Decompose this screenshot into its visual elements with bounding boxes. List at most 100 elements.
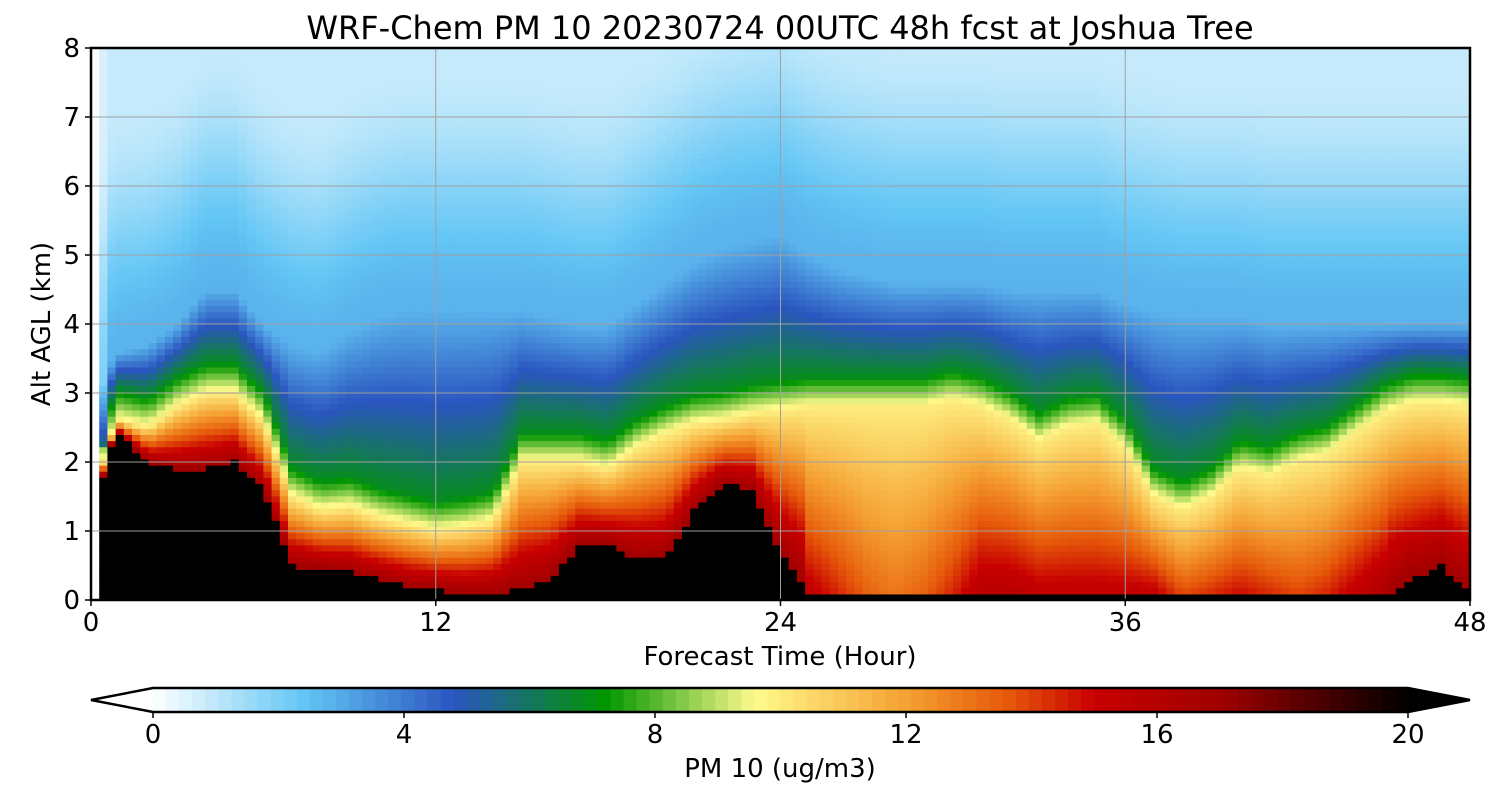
heatmap-cell [509, 256, 519, 264]
heatmap-cell [288, 514, 297, 521]
heatmap-cell [222, 299, 232, 307]
heatmap-cell [99, 348, 109, 356]
heatmap-cell [386, 213, 396, 221]
heatmap-cell [427, 403, 437, 411]
heatmap-cell [173, 250, 182, 258]
heatmap-cell [460, 593, 470, 600]
heatmap-cell [312, 557, 322, 564]
heatmap-cell [246, 207, 256, 215]
heatmap-cell [197, 256, 207, 264]
heatmap-cell [214, 109, 223, 117]
heatmap-cell [173, 471, 182, 478]
heatmap-cell [345, 373, 355, 380]
heatmap-cell [378, 428, 388, 435]
heatmap-cell [304, 170, 314, 178]
heatmap-cell [435, 195, 445, 202]
heatmap-cell [91, 152, 100, 159]
heatmap-cell [402, 477, 412, 485]
heatmap-cell [132, 360, 141, 368]
heatmap-cell [214, 299, 223, 307]
heatmap-cell [148, 256, 158, 264]
heatmap-cell [386, 299, 396, 307]
heatmap-cell [468, 109, 478, 117]
heatmap-cell [411, 115, 420, 123]
heatmap-cell [542, 311, 552, 319]
heatmap-cell [411, 66, 420, 74]
heatmap-cell [91, 60, 100, 67]
heatmap-cell [345, 471, 355, 478]
heatmap-cell [411, 581, 420, 589]
heatmap-cell [296, 274, 306, 282]
heatmap-cell [255, 526, 264, 534]
heatmap-cell [230, 366, 240, 374]
heatmap-cell [485, 140, 494, 147]
heatmap-cell [246, 508, 256, 515]
heatmap-cell [534, 550, 544, 558]
heatmap-cell [329, 403, 338, 411]
heatmap-cell [156, 176, 166, 184]
heatmap-cell [156, 440, 166, 448]
heatmap-cell [181, 403, 191, 411]
heatmap-cell [263, 416, 273, 423]
heatmap-cell [468, 514, 478, 521]
heatmap-cell [148, 440, 158, 448]
heatmap-cell [164, 593, 174, 600]
heatmap-cell [476, 250, 486, 258]
heatmap-cell [361, 232, 371, 239]
heatmap-cell [526, 109, 535, 117]
heatmap-cell [205, 360, 215, 368]
heatmap-cell [386, 133, 396, 141]
heatmap-cell [214, 501, 223, 509]
chart-title: WRF-Chem PM 10 20230724 00UTC 48h fcst a… [306, 9, 1253, 47]
heatmap-cell [370, 90, 379, 98]
heatmap-cell [181, 232, 191, 239]
heatmap-cell [148, 360, 158, 368]
heatmap-cell [246, 348, 256, 356]
heatmap-cell [501, 581, 511, 589]
heatmap-cell [320, 78, 330, 86]
heatmap-cell [255, 465, 264, 472]
heatmap-cell [411, 342, 420, 350]
heatmap-cell [534, 514, 544, 521]
heatmap-cell [173, 219, 182, 227]
heatmap-cell [493, 324, 503, 331]
heatmap-cell [485, 483, 494, 491]
heatmap-cell [534, 391, 544, 399]
heatmap-cell [238, 244, 248, 251]
heatmap-cell [222, 146, 232, 153]
heatmap-cell [181, 538, 191, 546]
heatmap-cell [99, 109, 109, 117]
heatmap-cell [246, 127, 256, 135]
heatmap-cell [353, 287, 363, 294]
heatmap-cell [173, 121, 182, 129]
heatmap-cell [123, 299, 133, 307]
heatmap-cell [517, 201, 527, 209]
heatmap-cell [345, 526, 355, 534]
heatmap-cell [181, 244, 191, 251]
heatmap-cell [452, 207, 461, 215]
heatmap-cell [140, 207, 150, 215]
heatmap-cell [132, 109, 141, 117]
heatmap-cell [427, 219, 437, 227]
heatmap-cell [288, 219, 297, 227]
heatmap-cell [197, 287, 207, 294]
heatmap-cell [452, 287, 461, 294]
heatmap-cell [148, 244, 158, 251]
heatmap-cell [370, 213, 379, 221]
heatmap-cell [361, 563, 371, 570]
heatmap-cell [263, 189, 273, 196]
heatmap-cell [542, 446, 552, 454]
heatmap-cell [222, 78, 232, 86]
heatmap-cell [542, 471, 552, 478]
heatmap-cell [214, 434, 223, 442]
heatmap-cell [402, 483, 412, 491]
heatmap-cell [353, 557, 363, 564]
heatmap-cell [485, 477, 494, 485]
heatmap-cell [181, 366, 191, 374]
heatmap-cell [353, 422, 363, 429]
heatmap-cell [329, 274, 338, 282]
heatmap-cell [279, 324, 289, 331]
heatmap-cell [493, 587, 503, 595]
heatmap-cell [246, 354, 256, 362]
heatmap-cell [230, 538, 240, 546]
